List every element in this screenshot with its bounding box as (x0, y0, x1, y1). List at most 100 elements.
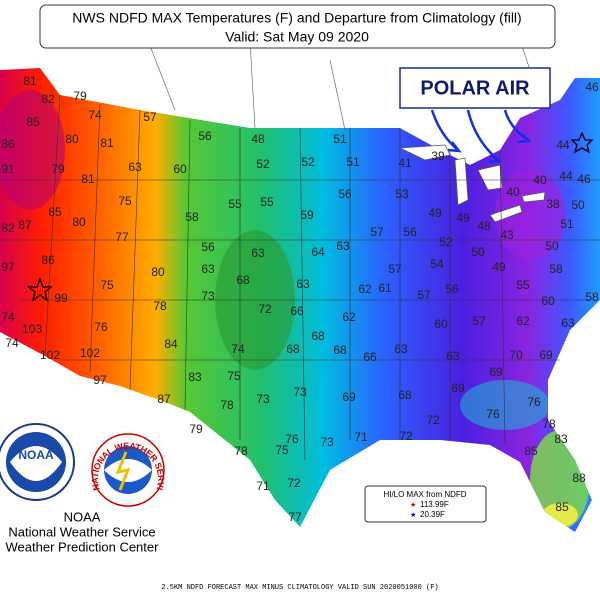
temperature-label: 48 (251, 132, 265, 146)
temperature-label: 86 (41, 253, 55, 267)
temperature-label: 77 (288, 510, 302, 524)
temperature-label: 63 (251, 246, 265, 260)
state-borders (0, 19, 600, 461)
temperature-label: 85 (26, 115, 40, 129)
temperature-label: 56 (403, 225, 417, 239)
temperature-label: 63 (336, 239, 350, 253)
temperature-label: 80 (151, 265, 165, 279)
border-line (44, 94, 506, 461)
temperature-label: 88 (572, 471, 586, 485)
temperature-label: 63 (296, 277, 310, 291)
temperature-label: 57 (417, 288, 431, 302)
temperature-label: 72 (258, 302, 272, 316)
temperature-label: 63 (201, 262, 215, 276)
temperature-label: 61 (378, 281, 392, 295)
temperature-label: 81 (23, 74, 37, 88)
footer: 2.5KM NDFD FORECAST MAX MINUS CLIMATOLOG… (161, 584, 438, 592)
temperature-label: 74 (88, 108, 102, 122)
temperature-label: 71 (354, 430, 368, 444)
credit-line: Weather Prediction Center (6, 539, 160, 554)
temperature-label: 75 (227, 369, 241, 383)
temperature-label: 66 (290, 304, 304, 318)
temperature-labels: 81 82 79 85 74 57 80 81 56 48 51 46 86 63 60 52 52 51 41 39… (1, 74, 599, 524)
temperature-label: 87 (18, 218, 32, 232)
legend-title: HI/LO MAX from NDFD (383, 490, 466, 499)
temperature-label: 50 (471, 245, 485, 259)
temperature-label: 49 (456, 211, 470, 225)
temperature-label: 68 (398, 388, 412, 402)
temperature-label: 40 (506, 185, 520, 199)
temperature-label: 74 (5, 336, 19, 350)
temperature-label: 62 (358, 282, 372, 296)
temperature-label: 50 (571, 198, 585, 212)
temperature-label: 73 (293, 385, 307, 399)
temperature-label: 102 (80, 346, 100, 360)
temperature-label: 68 (311, 329, 325, 343)
temperature-label: 63 (561, 316, 575, 330)
legend-marker: ★ (410, 511, 416, 519)
temperature-label: 76 (527, 395, 541, 409)
temperature-label: 74 (1, 310, 15, 324)
annotation: POLAR AIR (420, 77, 530, 99)
temperature-label: 69 (451, 381, 465, 395)
lake (489, 204, 523, 223)
temperature-label: 97 (93, 373, 107, 387)
temperature-label: 75 (100, 278, 114, 292)
temperature-label: 46 (577, 172, 591, 186)
temperature-label: 78 (542, 417, 556, 431)
temperature-label: 56 (198, 129, 212, 143)
temperature-label: 86 (1, 137, 15, 151)
temperature-label: 55 (516, 278, 530, 292)
temperature-label: 48 (477, 219, 491, 233)
temperature-label: 60 (173, 162, 187, 176)
temperature-label: 73 (256, 392, 270, 406)
temperature-label: 56 (338, 187, 352, 201)
temperature-label: 57 (370, 225, 384, 239)
credit-line: National Weather Service (8, 524, 155, 539)
temperature-label: 51 (333, 132, 347, 146)
temperature-label: 46 (585, 80, 599, 94)
legend-high: 113.99F (420, 500, 449, 509)
temperature-label: 53 (395, 187, 409, 201)
temperature-label: 49 (492, 260, 506, 274)
temperature-label: 72 (399, 429, 413, 443)
border-line (139, 19, 541, 131)
legend-low: 20.39F (420, 510, 445, 519)
temperature-label: 63 (394, 342, 408, 356)
temperature-label: 73 (320, 435, 334, 449)
annotation-box (399, 67, 551, 109)
temperature-label: 54 (430, 257, 444, 271)
logo-gull (10, 446, 62, 481)
temperature-label: 44 (556, 138, 570, 152)
temperature-label: 52 (301, 155, 315, 169)
temperature-label: 78 (220, 398, 234, 412)
temperature-label: 78 (153, 299, 167, 313)
temperature-label: 70 (509, 348, 523, 362)
temperature-label: 80 (65, 132, 79, 146)
temperature-label: 73 (201, 289, 215, 303)
temperature-label: 44 (559, 169, 573, 183)
temperature-label: 69 (342, 390, 356, 404)
temperature-label: 72 (426, 413, 440, 427)
temperature-label: 60 (434, 317, 448, 331)
logo-bolt (115, 451, 131, 491)
temperature-label: 63 (446, 349, 460, 363)
temperature-label: 58 (185, 210, 199, 224)
lake (521, 191, 546, 203)
temperature-label: 80 (72, 215, 86, 229)
lake (454, 157, 469, 206)
temperature-label: 56 (445, 282, 459, 296)
temperature-label: 84 (164, 337, 178, 351)
temperature-label: 58 (549, 262, 563, 276)
temperature-label: 76 (486, 407, 500, 421)
temperature-label: 99 (54, 291, 68, 305)
temperature-label: 66 (363, 350, 377, 364)
temperature-label: 68 (333, 343, 347, 357)
temperature-label: 74 (231, 342, 245, 356)
fill-patch (495, 170, 565, 260)
temperature-label: 102 (40, 348, 60, 362)
temperature-label: 52 (439, 235, 453, 249)
temperature-label: 75 (118, 194, 132, 208)
temperature-label: 75 (275, 443, 289, 457)
